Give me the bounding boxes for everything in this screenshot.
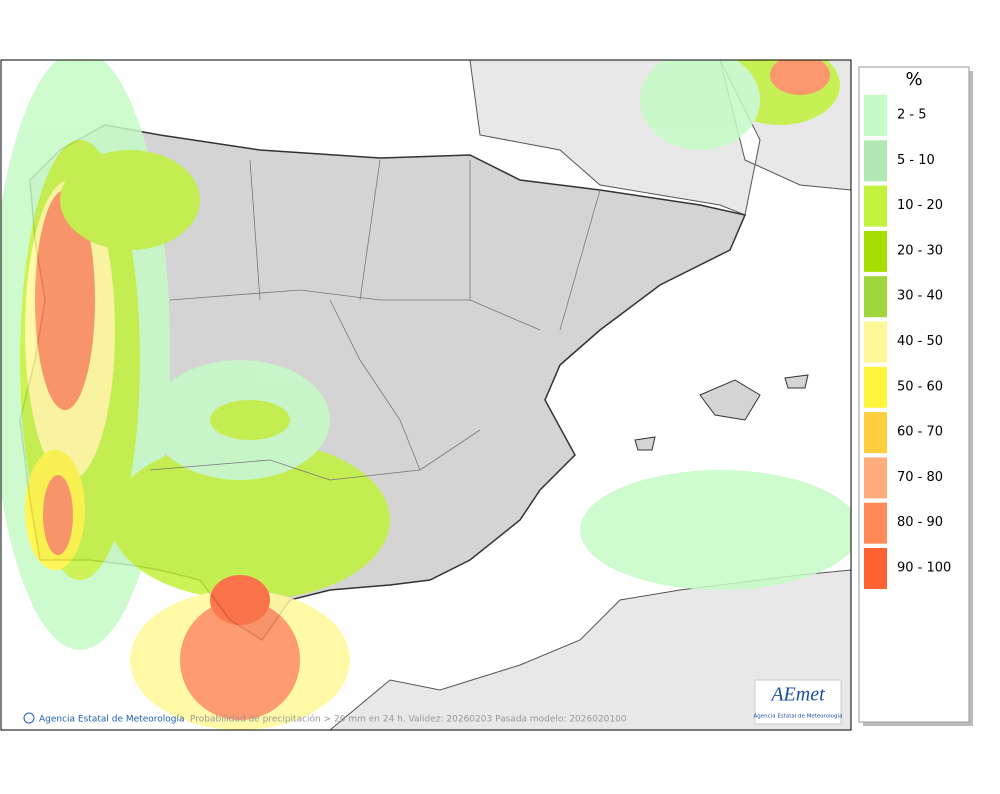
balearic-islands	[634, 374, 809, 451]
legend-items: 2 - 5 5 - 10 10 - 20 20 - 30 30 - 40 40 - 50 5…	[864, 95, 951, 589]
logo-subtitle: Agencia Estatal de Meteorología	[754, 713, 843, 720]
logo: AEmet	[769, 684, 825, 706]
legend-swatch	[864, 502, 887, 544]
legend-label: 80 - 90	[897, 515, 943, 530]
logo-box	[754, 679, 842, 725]
map	[1, 60, 851, 730]
legend-label: 50 - 60	[897, 379, 943, 394]
legend-label: 70 - 80	[897, 470, 943, 485]
legend-label: 90 - 100	[897, 561, 951, 576]
copyright-icon	[23, 712, 35, 724]
legend-swatch	[864, 230, 887, 272]
legend-swatch	[864, 185, 887, 227]
legend-swatch	[864, 95, 887, 136]
map-frame	[0, 59, 852, 731]
africa	[329, 569, 851, 730]
legend-label: 20 - 30	[897, 243, 943, 258]
legend-label: 10 - 20	[897, 198, 943, 213]
legend-swatch	[864, 140, 887, 182]
legend-title: %	[905, 69, 922, 90]
credit: Agencia Estatal de Meteorología	[39, 715, 185, 725]
caption: Probabilidad de precipitación > 20 mm en…	[190, 714, 627, 725]
legend-swatch	[864, 457, 887, 499]
legend-swatch	[864, 321, 887, 363]
probability-field	[1, 60, 851, 730]
legend-swatch	[864, 412, 887, 454]
legend-swatch	[864, 276, 887, 318]
legend-label: 5 - 10	[897, 153, 935, 168]
legend-label: 2 - 5	[897, 108, 927, 123]
legend-label: 40 - 50	[897, 334, 943, 349]
legend-swatch	[864, 548, 887, 589]
legend-label: 30 - 40	[897, 289, 943, 304]
legend-label: 60 - 70	[897, 425, 943, 440]
region-borders	[149, 159, 601, 481]
legend-swatch	[864, 366, 887, 408]
